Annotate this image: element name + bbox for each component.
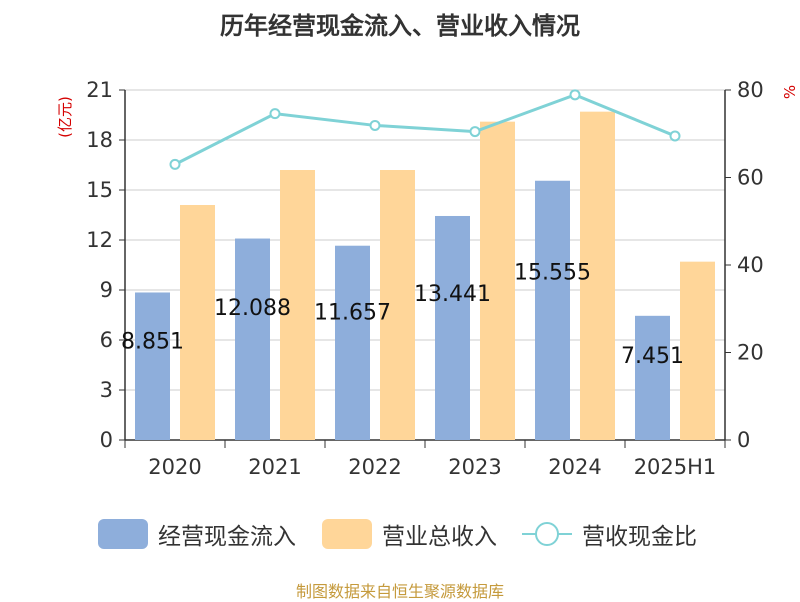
bar-revenue xyxy=(680,261,715,440)
right-tick-label: 60 xyxy=(737,166,764,190)
right-tick-label: 80 xyxy=(737,78,764,102)
source-note: 制图数据来自恒生聚源数据库 xyxy=(295,582,504,601)
bar-revenue xyxy=(480,121,515,441)
data-label-cash-inflow: 8.851 xyxy=(121,330,184,355)
left-tick-label: 9 xyxy=(100,278,113,302)
bar-cash-inflow xyxy=(435,215,470,440)
data-label-cash-inflow: 15.555 xyxy=(514,260,591,285)
bar-cash-inflow xyxy=(535,180,570,440)
x-tick-label: 2021 xyxy=(248,455,301,479)
left-tick-label: 3 xyxy=(100,378,113,402)
right-tick-label: 20 xyxy=(737,341,764,365)
left-tick-label: 18 xyxy=(86,128,113,152)
bar-revenue xyxy=(180,205,215,440)
bar-revenue xyxy=(580,111,615,441)
right-tick-label: 40 xyxy=(737,253,764,277)
point-ratio xyxy=(469,126,481,138)
legend-label-revenue: 营业总收入 xyxy=(382,524,497,550)
point-ratio xyxy=(569,89,581,101)
bar-revenue xyxy=(280,170,315,440)
legend-item-cash-inflow[interactable]: 经营现金流入 xyxy=(98,512,296,556)
chart-title: 历年经营现金流入、营业收入情况 xyxy=(220,12,580,40)
left-tick-label: 0 xyxy=(100,428,113,452)
left-tick-label: 12 xyxy=(86,228,113,252)
legend-swatch-revenue xyxy=(322,519,372,549)
bar-cash-inflow xyxy=(235,238,270,440)
right-tick-label: 0 xyxy=(737,428,750,452)
data-label-cash-inflow: 11.657 xyxy=(314,301,391,326)
bar-cash-inflow xyxy=(135,292,170,440)
data-label-cash-inflow: 12.088 xyxy=(214,296,291,321)
x-tick-label: 2025H1 xyxy=(634,455,717,479)
legend-swatch-cash-inflow xyxy=(98,519,148,549)
point-ratio xyxy=(369,119,381,131)
legend-item-ratio[interactable]: 营收现金比 xyxy=(522,512,697,556)
x-tick-label: 2024 xyxy=(548,455,601,479)
bar-cash-inflow xyxy=(335,245,370,440)
point-ratio xyxy=(269,108,281,120)
bar-cash-inflow xyxy=(635,315,670,440)
x-tick-label: 2022 xyxy=(348,455,401,479)
point-ratio xyxy=(669,130,681,142)
right-axis-unit-partial: % xyxy=(781,85,799,99)
line-ratio xyxy=(174,93,676,166)
data-label-cash-inflow: 13.441 xyxy=(414,282,491,307)
point-ratio xyxy=(169,158,181,170)
left-tick-label: 6 xyxy=(100,328,113,352)
bar-revenue xyxy=(380,170,415,440)
legend-label-cash-inflow: 经营现金流入 xyxy=(158,524,296,550)
data-label-cash-inflow: 7.451 xyxy=(621,344,684,369)
legend-swatch-ratio xyxy=(522,519,572,549)
left-axis-unit: (亿元) xyxy=(56,96,74,138)
legend-label-ratio: 营收现金比 xyxy=(582,524,697,550)
legend: 经营现金流入 营业总收入 营收现金比 xyxy=(0,512,800,556)
left-tick-label: 21 xyxy=(86,78,113,102)
x-tick-label: 2023 xyxy=(448,455,501,479)
legend-item-revenue[interactable]: 营业总收入 xyxy=(322,512,497,556)
x-tick-label: 2020 xyxy=(148,455,201,479)
left-tick-label: 15 xyxy=(86,178,113,202)
